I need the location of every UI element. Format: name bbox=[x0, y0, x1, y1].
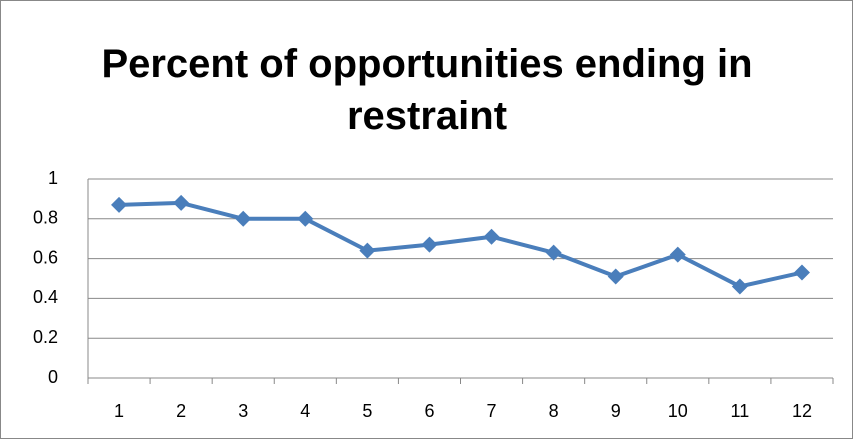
x-tick-label: 7 bbox=[487, 401, 497, 421]
y-tick-label: 0 bbox=[48, 367, 58, 387]
marker bbox=[483, 228, 500, 245]
chart-title: Percent of opportunities ending in restr… bbox=[101, 42, 753, 138]
x-tick-label: 5 bbox=[362, 401, 372, 421]
x-tick-label: 10 bbox=[668, 401, 688, 421]
marker bbox=[421, 236, 438, 253]
x-tick-label: 4 bbox=[300, 401, 310, 421]
x-tick-label: 1 bbox=[114, 401, 124, 421]
x-tick-label: 6 bbox=[424, 401, 434, 421]
marker bbox=[793, 264, 810, 281]
y-tick-label: 0.4 bbox=[33, 287, 58, 307]
x-tick-label: 9 bbox=[611, 401, 621, 421]
y-tick-label: 0.8 bbox=[33, 208, 58, 228]
marker bbox=[731, 278, 748, 295]
marker bbox=[173, 194, 190, 211]
y-tick-label: 1 bbox=[48, 168, 58, 188]
marker bbox=[297, 210, 314, 227]
x-tick-label: 8 bbox=[549, 401, 559, 421]
y-tick-label: 0.6 bbox=[33, 247, 58, 267]
x-tick-label: 2 bbox=[176, 401, 186, 421]
x-tick-label: 12 bbox=[792, 401, 812, 421]
marker bbox=[607, 268, 624, 285]
marker bbox=[235, 210, 252, 227]
marker bbox=[359, 242, 376, 259]
x-tick-label: 11 bbox=[731, 401, 750, 421]
marker bbox=[111, 196, 128, 213]
marker bbox=[545, 244, 562, 261]
line bbox=[118, 200, 803, 289]
marker bbox=[669, 246, 686, 263]
x-tick-label: 3 bbox=[238, 401, 248, 421]
y-tick-label: 0.2 bbox=[33, 327, 58, 347]
